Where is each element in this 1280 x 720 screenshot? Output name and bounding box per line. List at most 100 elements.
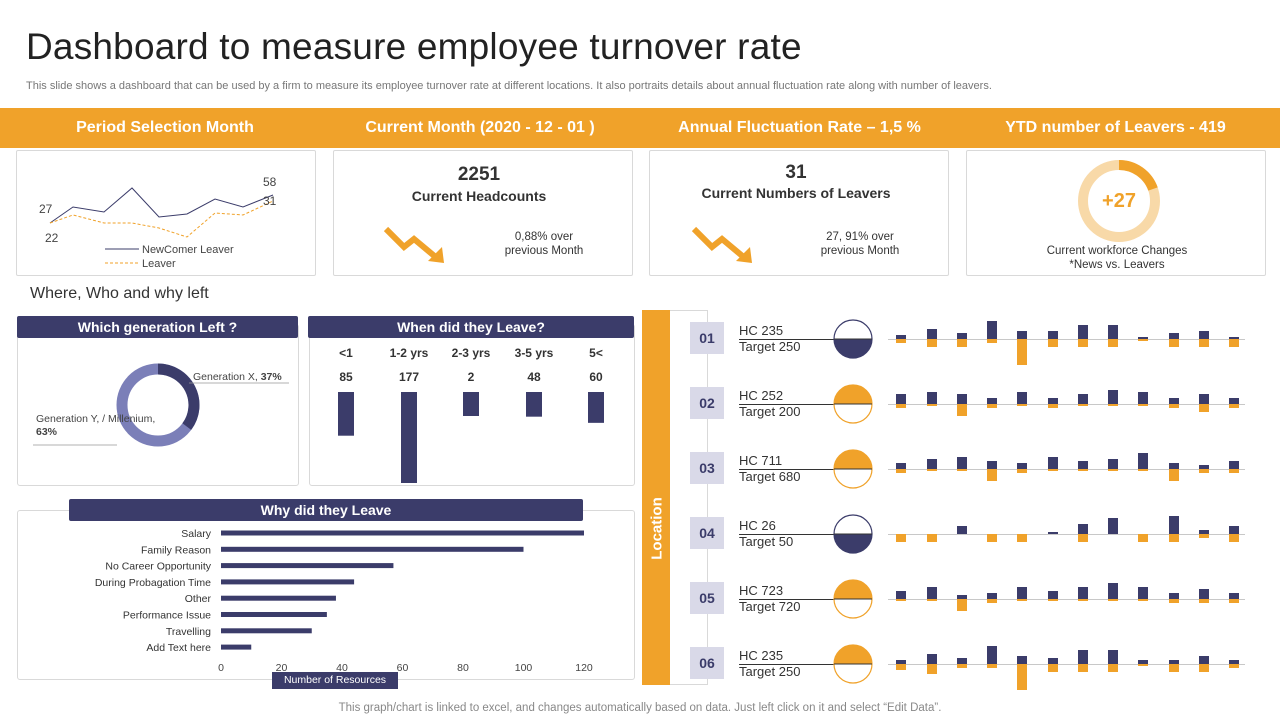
section-title: Where, Who and why left: [30, 285, 209, 302]
why-x-tick: 40: [336, 662, 348, 674]
location-bar-orange: [957, 339, 967, 347]
workforce-card: +27 Current workforce Changes *News vs. …: [966, 150, 1266, 276]
location-bar-navy: [1108, 390, 1118, 404]
why-bar: [221, 530, 584, 536]
why-x-tick: 80: [457, 662, 469, 674]
location-bar-navy: [927, 654, 937, 664]
when-left-title: When did they Leave?: [308, 316, 634, 338]
location-divider: [739, 469, 839, 470]
location-bar-navy: [1017, 392, 1027, 404]
when-col-label: 2-3 yrs: [452, 346, 491, 360]
location-bar-orange: [896, 599, 906, 601]
location-bar-orange: [1048, 599, 1058, 601]
location-bar-orange: [1138, 404, 1148, 406]
location-bar-navy: [1108, 325, 1118, 339]
location-bar-orange: [1108, 404, 1118, 406]
location-bar-navy: [957, 333, 967, 339]
location-bar-orange: [1229, 469, 1239, 473]
why-bar: [221, 546, 524, 552]
when-col-value: 48: [527, 370, 541, 384]
leavers-label: Current Numbers of Leavers: [701, 185, 891, 201]
location-bar-navy: [1169, 398, 1179, 404]
location-number: 04: [690, 517, 724, 549]
band-fluctuation-rate: Annual Fluctuation Rate – 1,5 %: [678, 119, 921, 136]
location-hc: HC 235: [739, 648, 784, 663]
when-bar: [401, 392, 417, 483]
location-target: Target 680: [739, 469, 801, 484]
location-bar-navy: [1199, 530, 1209, 534]
generation-x-slice: [157, 363, 200, 430]
workforce-ring: +27: [1078, 159, 1160, 242]
location-bar-orange: [1199, 664, 1209, 672]
when-col-label: 5<: [589, 346, 603, 360]
location-divider: [739, 664, 839, 665]
location-divider: [739, 599, 839, 600]
why-category-label: Salary: [181, 528, 212, 540]
trend-line-chart: 27 22 58 31 NewComer Leaver Leaver: [39, 175, 277, 270]
location-bar-orange: [927, 664, 937, 674]
location-bar-orange: [957, 664, 967, 668]
location-bar-orange: [896, 404, 906, 408]
location-bar-navy: [987, 646, 997, 664]
location-bar-orange: [987, 664, 997, 668]
location-bar-orange: [927, 339, 937, 347]
location-bar-orange: [1138, 534, 1148, 542]
location-bar-orange: [1017, 664, 1027, 690]
location-bar-orange: [1017, 404, 1027, 406]
location-bar-navy: [1169, 333, 1179, 339]
location-target: Target 250: [739, 664, 801, 679]
location-bar-navy: [1078, 461, 1088, 469]
location-number: 01: [690, 322, 724, 354]
location-bar-orange: [1138, 339, 1148, 341]
location-bar-navy: [987, 398, 997, 404]
location-sparkline-axis: [888, 534, 1245, 535]
location-bar-orange: [987, 469, 997, 481]
location-bar-orange: [1078, 534, 1088, 542]
location-row-chart: [833, 579, 1239, 619]
gen-y-value: 63%: [36, 426, 58, 438]
location-bar: [642, 310, 670, 685]
location-bar-orange: [1229, 339, 1239, 347]
location-half-circle: [833, 579, 873, 619]
location-bar-navy: [927, 329, 937, 339]
label-end-leaver: 31: [263, 194, 277, 208]
trend-card: 27 22 58 31 NewComer Leaver Leaver: [16, 150, 316, 276]
why-bar: [221, 644, 252, 650]
why-category-label: No Career Opportunity: [105, 561, 211, 573]
location-bar-navy: [1229, 337, 1239, 339]
location-bar-navy: [1048, 658, 1058, 664]
location-bar-orange: [1078, 339, 1088, 347]
location-row-chart: [833, 644, 1239, 690]
location-target: Target 50: [739, 534, 794, 549]
trend-down-arrow-icon: [691, 226, 752, 263]
location-bar-orange: [1169, 534, 1179, 542]
location-bar-navy: [1169, 593, 1179, 599]
location-sparkline-axis: [888, 599, 1245, 600]
location-bar-orange: [1169, 339, 1179, 347]
location-bar-orange: [1169, 469, 1179, 481]
location-bar-navy: [1048, 591, 1058, 599]
band-current-month[interactable]: Current Month (2020 - 12 - 01 ): [365, 119, 595, 136]
location-bar-navy: [1229, 526, 1239, 534]
location-sparkline-axis: [888, 404, 1245, 405]
location-bar-navy: [1169, 463, 1179, 469]
location-bar-navy: [1229, 660, 1239, 664]
why-category-label: Add Text here: [146, 642, 211, 654]
location-bar-navy: [1108, 650, 1118, 664]
location-bar-navy: [1229, 593, 1239, 599]
location-row-chart: [833, 319, 1239, 365]
leavers-card: 31 Current Numbers of Leavers 27, 91% ov…: [649, 150, 949, 276]
location-row-chart: [833, 384, 1239, 424]
location-bar-navy: [1017, 587, 1027, 599]
svg-text:Generation X, 37%: Generation X, 37%: [193, 371, 282, 383]
location-bar-navy: [1199, 394, 1209, 404]
location-bar-navy: [896, 335, 906, 339]
generation-donut-chart: Generation X, 37% Generation Y, / Millen…: [33, 363, 289, 447]
when-col-value: 60: [589, 370, 603, 384]
location-bar-orange: [1108, 664, 1118, 672]
band-period-selection[interactable]: Period Selection Month: [76, 119, 254, 136]
location-bar-navy: [1017, 656, 1027, 664]
why-left-bar-chart: Salary Family Reason No Career Opportunity…: [95, 528, 593, 674]
location-bar-orange: [927, 404, 937, 406]
location-number: 06: [690, 647, 724, 679]
